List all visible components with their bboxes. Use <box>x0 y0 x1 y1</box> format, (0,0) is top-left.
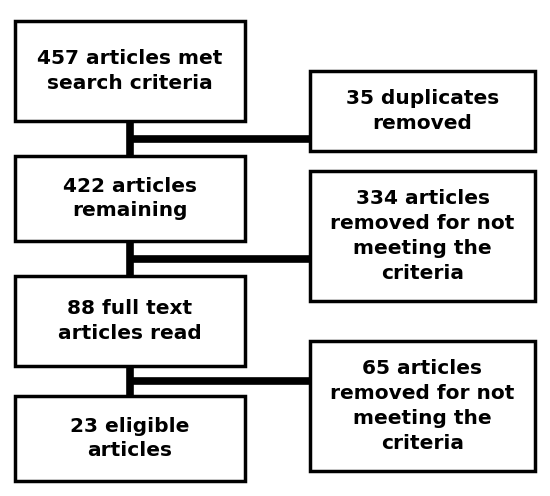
Bar <box>15 156 245 241</box>
Bar <box>310 71 535 151</box>
Text: 334 articles
removed for not
meeting the
criteria: 334 articles removed for not meeting the… <box>331 189 515 283</box>
Text: 65 articles
removed for not
meeting the
criteria: 65 articles removed for not meeting the … <box>331 359 515 453</box>
Text: 23 eligible
articles: 23 eligible articles <box>70 417 190 460</box>
Bar <box>15 276 245 366</box>
Bar <box>310 341 535 471</box>
Bar <box>15 396 245 481</box>
Text: 422 articles
remaining: 422 articles remaining <box>63 177 197 221</box>
Text: 35 duplicates
removed: 35 duplicates removed <box>346 89 499 133</box>
Text: 457 articles met
search criteria: 457 articles met search criteria <box>37 49 223 93</box>
Bar <box>310 171 535 301</box>
Text: 88 full text
articles read: 88 full text articles read <box>58 299 202 343</box>
Bar <box>15 21 245 121</box>
